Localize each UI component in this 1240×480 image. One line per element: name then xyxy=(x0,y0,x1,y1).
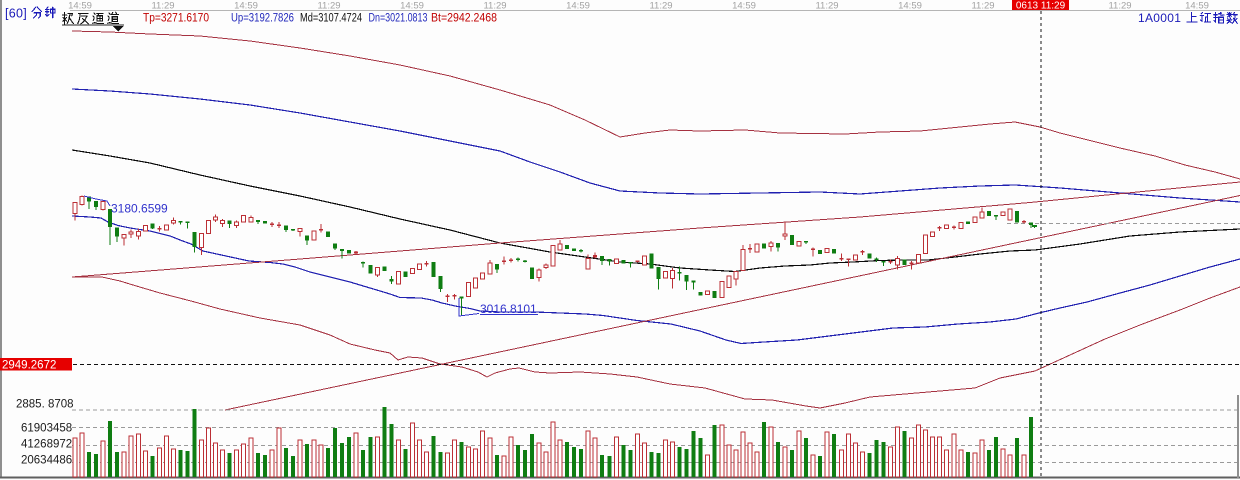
svg-text:14:59: 14:59 xyxy=(68,1,92,12)
svg-text:Md=3107.4724: Md=3107.4724 xyxy=(300,13,362,25)
svg-text:11:29: 11:29 xyxy=(151,1,174,12)
svg-text:11:29: 11:29 xyxy=(1108,1,1131,12)
svg-text:3180.6599: 3180.6599 xyxy=(111,202,168,216)
svg-text:14:59: 14:59 xyxy=(1185,1,1209,12)
svg-text:11:29: 11:29 xyxy=(483,1,506,12)
svg-text:20634486: 20634486 xyxy=(21,455,72,467)
svg-text:2949.2672: 2949.2672 xyxy=(2,360,56,372)
svg-text:11:29: 11:29 xyxy=(649,1,672,12)
svg-text:14:59: 14:59 xyxy=(400,1,424,12)
svg-text:Bt=2942.2468: Bt=2942.2468 xyxy=(431,13,497,25)
svg-text:41268972: 41268972 xyxy=(21,439,72,451)
svg-text:1A0001: 1A0001 xyxy=(1138,11,1181,25)
svg-text:Dn=3021.0813: Dn=3021.0813 xyxy=(369,13,428,25)
svg-text:14:59: 14:59 xyxy=(234,1,258,12)
svg-text:14:59: 14:59 xyxy=(732,1,756,12)
svg-text:2885. 8708: 2885. 8708 xyxy=(16,399,74,411)
svg-text:14:59: 14:59 xyxy=(566,1,590,12)
svg-text:3016.8101: 3016.8101 xyxy=(480,302,537,316)
svg-text:11:29: 11:29 xyxy=(317,1,340,12)
svg-text:Tp=3271.6170: Tp=3271.6170 xyxy=(143,13,209,25)
svg-text:61903458: 61903458 xyxy=(21,423,72,435)
svg-text:[60]: [60] xyxy=(5,7,27,21)
svg-text:14:59: 14:59 xyxy=(898,1,922,12)
svg-text:11:29: 11:29 xyxy=(971,1,994,12)
svg-text:11:29: 11:29 xyxy=(815,1,838,12)
svg-text:Up=3192.7826: Up=3192.7826 xyxy=(231,13,294,25)
svg-text:0613 11:29: 0613 11:29 xyxy=(1016,1,1066,12)
